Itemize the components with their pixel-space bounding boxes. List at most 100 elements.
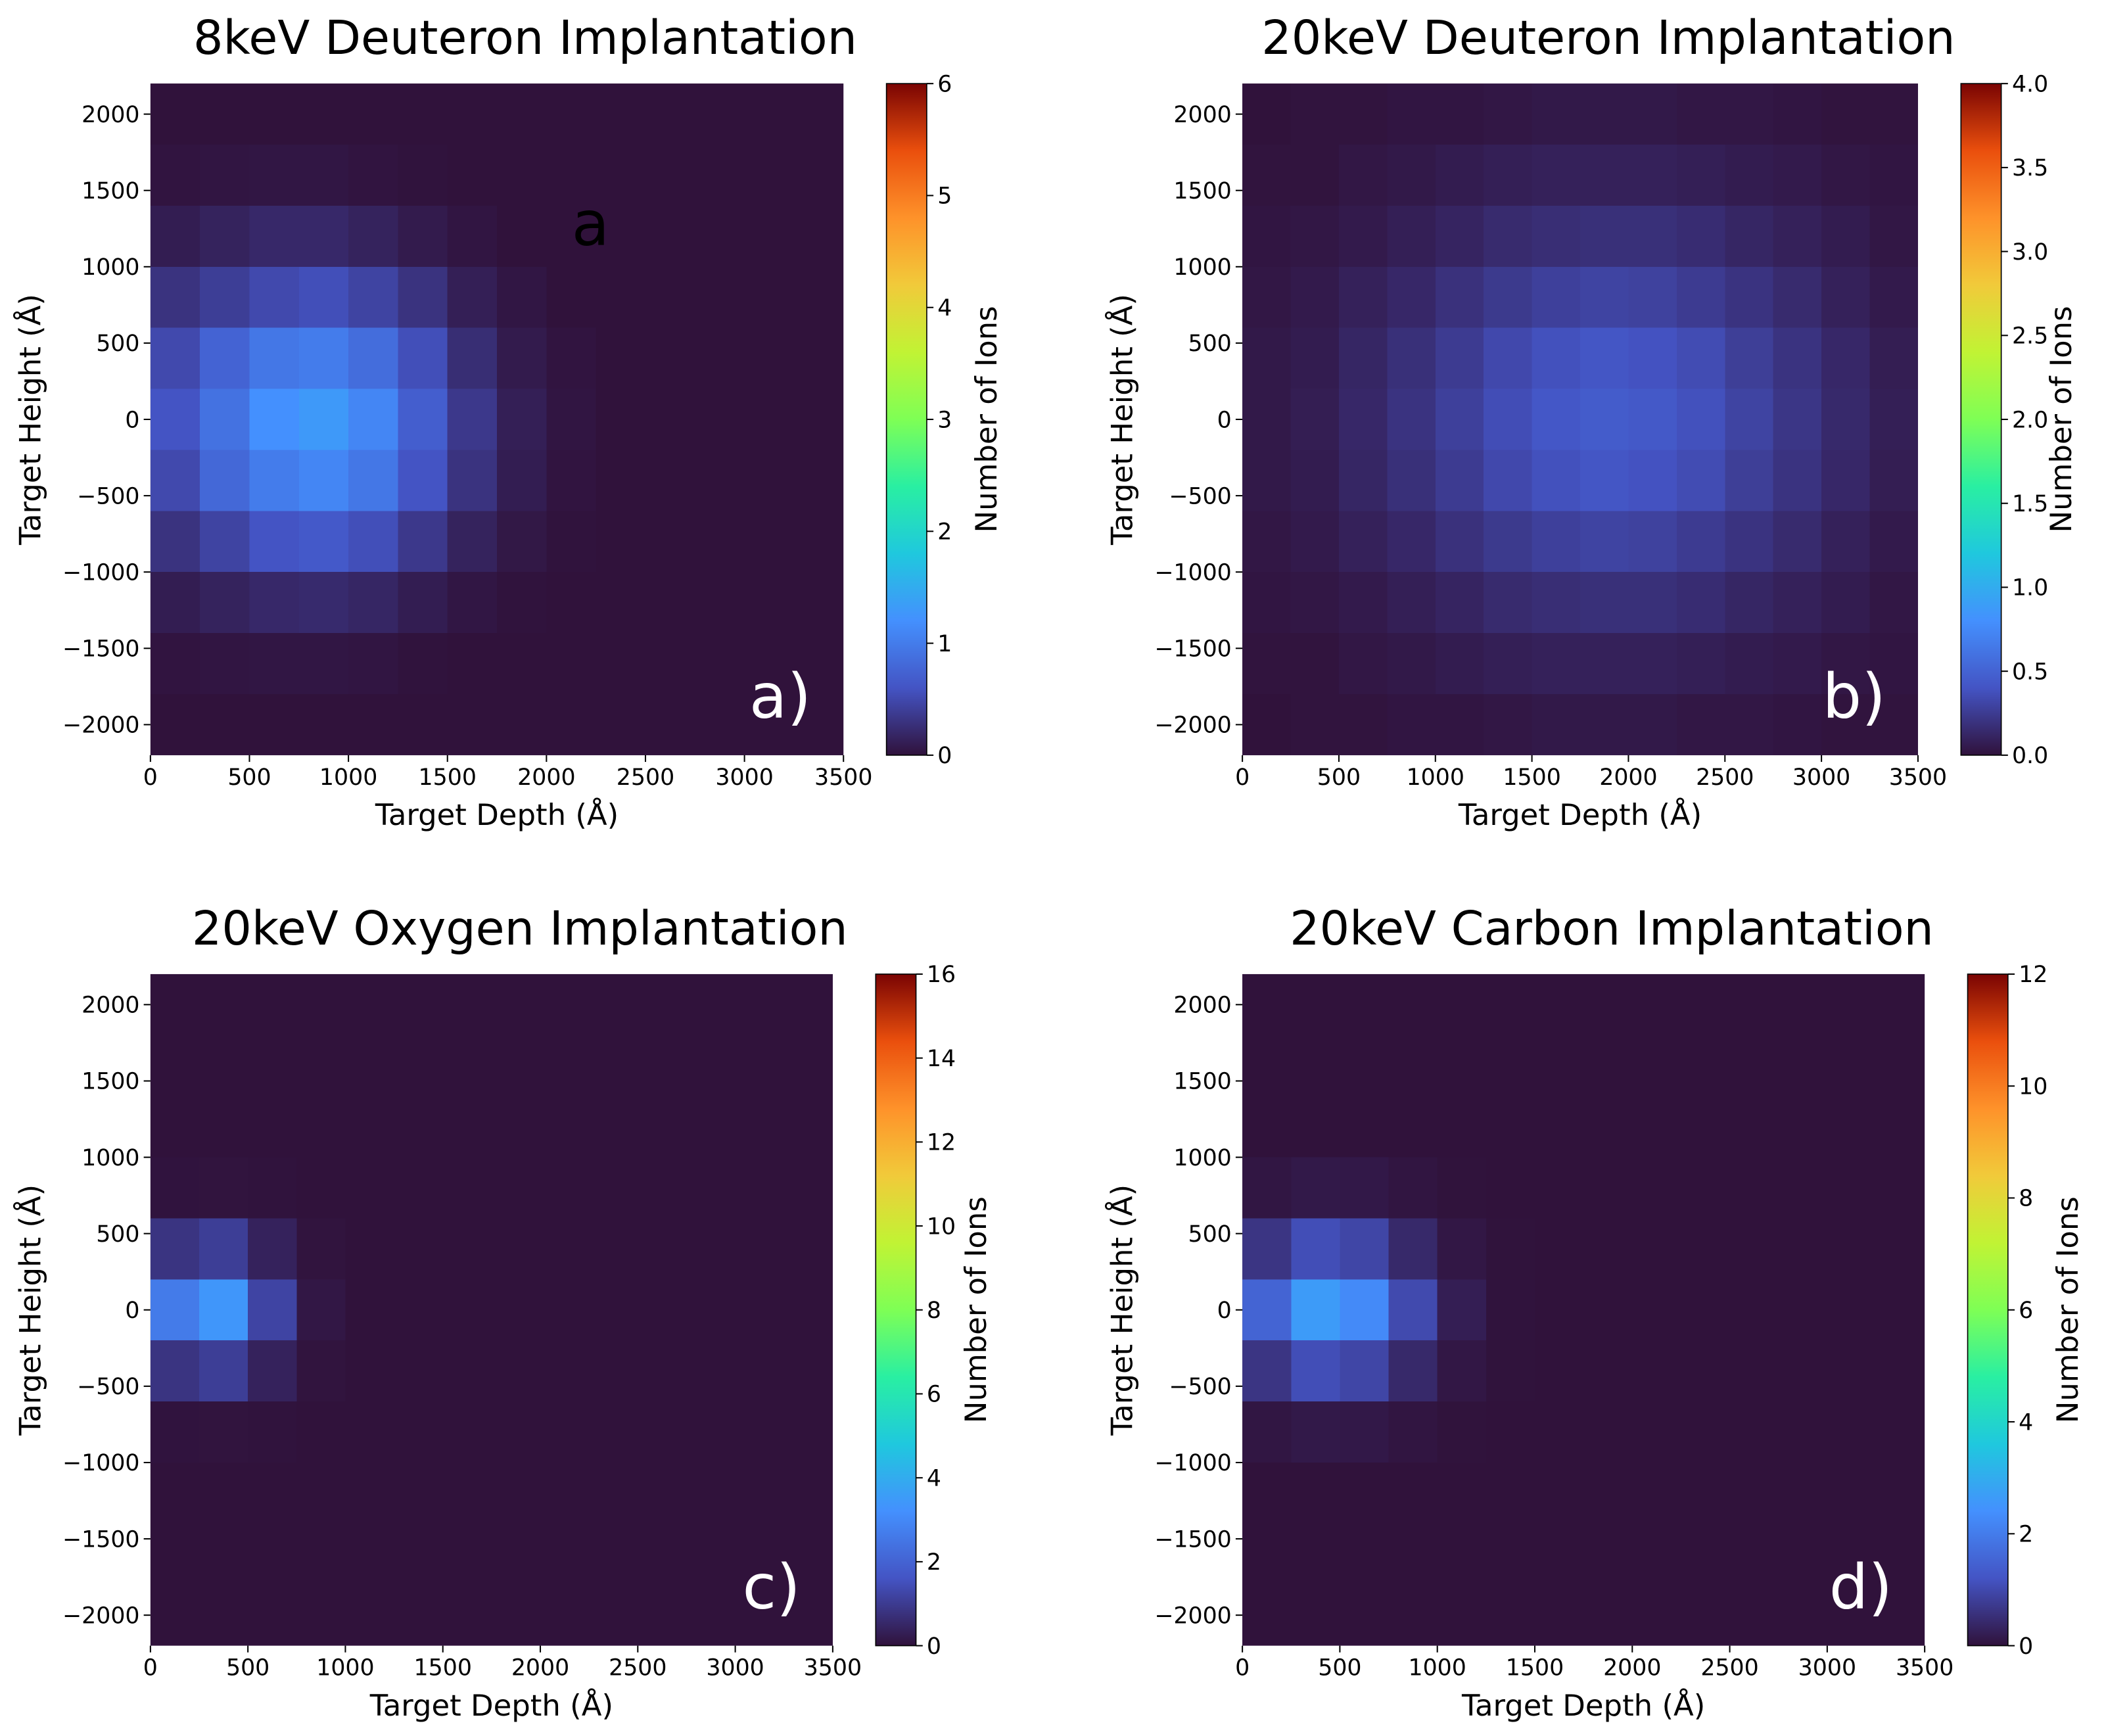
x-tick-label: 3000	[1798, 1655, 1856, 1681]
heatmap-cell	[199, 1462, 248, 1524]
heatmap-cell	[1340, 1096, 1389, 1158]
heatmap-cell	[1827, 1523, 1877, 1585]
heatmap-cell	[638, 1523, 687, 1585]
heatmap-cell	[744, 205, 794, 267]
heatmap-cell	[491, 1096, 541, 1158]
heatmap-cell	[1338, 572, 1388, 634]
heatmap-cell	[1242, 633, 1291, 694]
heatmap-cell	[1291, 1096, 1340, 1158]
heatmap-cell	[1290, 633, 1339, 694]
heatmap-cell	[248, 974, 297, 1035]
colorbar-tick-label: 0.0	[2012, 743, 2048, 769]
heatmap-cell	[1628, 450, 1677, 511]
heatmap-cell	[1532, 572, 1581, 634]
heatmap-cell	[1291, 1584, 1340, 1646]
heatmap-cell	[200, 693, 250, 755]
heatmap-cell	[645, 205, 695, 267]
heatmap-cell	[686, 1096, 736, 1158]
heatmap-cell	[1580, 450, 1629, 511]
heatmap-cell	[1676, 633, 1725, 694]
heatmap-cell	[784, 1340, 833, 1402]
x-tick-label: 3000	[1792, 764, 1850, 791]
heatmap-cell	[596, 633, 645, 694]
heatmap-cell	[638, 1462, 687, 1524]
heatmap-cell	[638, 1340, 687, 1402]
heatmap-cell	[793, 205, 844, 267]
heatmap-cell	[735, 1523, 784, 1585]
heatmap-cell	[348, 693, 398, 755]
y-tick-label: 0	[1217, 407, 1232, 433]
heatmap-cell	[540, 1279, 590, 1341]
heatmap-cell	[1632, 1279, 1681, 1341]
heatmap-cell	[1876, 1035, 1925, 1096]
heatmap-cell	[1437, 1523, 1486, 1585]
x-tick-label: 3000	[706, 1655, 764, 1681]
heatmap-cell	[1729, 1584, 1779, 1646]
heatmap-cell	[394, 1279, 443, 1341]
heatmap-cell	[1869, 693, 1918, 755]
heatmap-cell	[1388, 1523, 1438, 1585]
heatmap-cell	[784, 1462, 833, 1524]
heatmap-cell	[1242, 266, 1291, 328]
heatmap-cell	[645, 327, 695, 389]
heatmap-cell	[540, 1462, 590, 1524]
heatmap-cell	[1242, 511, 1291, 573]
heatmap-cell	[1725, 388, 1773, 450]
heatmap-cell	[1340, 1462, 1389, 1524]
heatmap-cell	[1821, 511, 1870, 573]
heatmap-cell	[695, 83, 745, 145]
heatmap-cell	[1388, 1035, 1438, 1096]
heatmap-cell	[1242, 1340, 1292, 1402]
heatmap-cell	[1681, 1462, 1730, 1524]
heatmap-cell	[1778, 1096, 1827, 1158]
colorbar-tick-label: 2.5	[2012, 323, 2048, 350]
heatmap-cell	[1628, 205, 1677, 267]
heatmap-cell	[1387, 205, 1436, 267]
heatmap-cell	[497, 266, 547, 328]
heatmap-cell	[1632, 1157, 1681, 1219]
x-tick-label: 0	[1235, 1655, 1250, 1681]
heatmap-cell	[1729, 1096, 1779, 1158]
y-tick-label: −500	[1169, 1374, 1231, 1400]
heatmap-cell	[200, 511, 250, 573]
heatmap-cell	[447, 693, 498, 755]
heatmap-cell	[645, 83, 695, 145]
heatmap-cell	[497, 633, 547, 694]
colorbar-tick-label: 2	[937, 519, 952, 546]
heatmap-cell	[1340, 1584, 1389, 1646]
heatmap-cell	[686, 1584, 736, 1646]
heatmap-cells	[1242, 83, 1918, 755]
heatmap-cell	[1583, 1096, 1633, 1158]
heatmap-cell	[296, 1584, 346, 1646]
heatmap-cell	[1338, 388, 1388, 450]
heatmap-cell	[296, 1401, 346, 1463]
heatmap-cell	[1534, 1584, 1584, 1646]
heatmap-cell	[398, 266, 448, 328]
heatmap-cell	[150, 1279, 200, 1341]
heatmap-cell	[249, 450, 299, 511]
heatmap-cell	[1486, 974, 1535, 1035]
heatmap-cell	[1387, 327, 1436, 389]
heatmap-cell	[200, 450, 250, 511]
heatmap-cell	[1773, 205, 1822, 267]
heatmap-cell	[589, 1401, 638, 1463]
heatmap-cell	[1388, 1340, 1438, 1402]
heatmap-cell	[150, 572, 200, 634]
heatmap-cell	[200, 266, 250, 328]
heatmap-cell	[1681, 974, 1730, 1035]
y-tick-label: 500	[96, 1221, 139, 1248]
heatmap-cell	[442, 1340, 492, 1402]
heatmap-cell	[1534, 974, 1584, 1035]
heatmap-cell	[1534, 1035, 1584, 1096]
heatmap-cell	[1583, 1462, 1633, 1524]
heatmap-cell	[1435, 450, 1484, 511]
y-tick-label: 0	[125, 1298, 139, 1324]
heatmap-cell	[1632, 1584, 1681, 1646]
heatmap-cell	[497, 693, 547, 755]
heatmap-cell	[1242, 1096, 1292, 1158]
heatmap-cell	[398, 450, 448, 511]
heatmap-cell	[1681, 1523, 1730, 1585]
heatmap-cell	[1632, 1218, 1681, 1280]
heatmap-cell	[1580, 633, 1629, 694]
x-tick-label: 3500	[814, 764, 872, 791]
